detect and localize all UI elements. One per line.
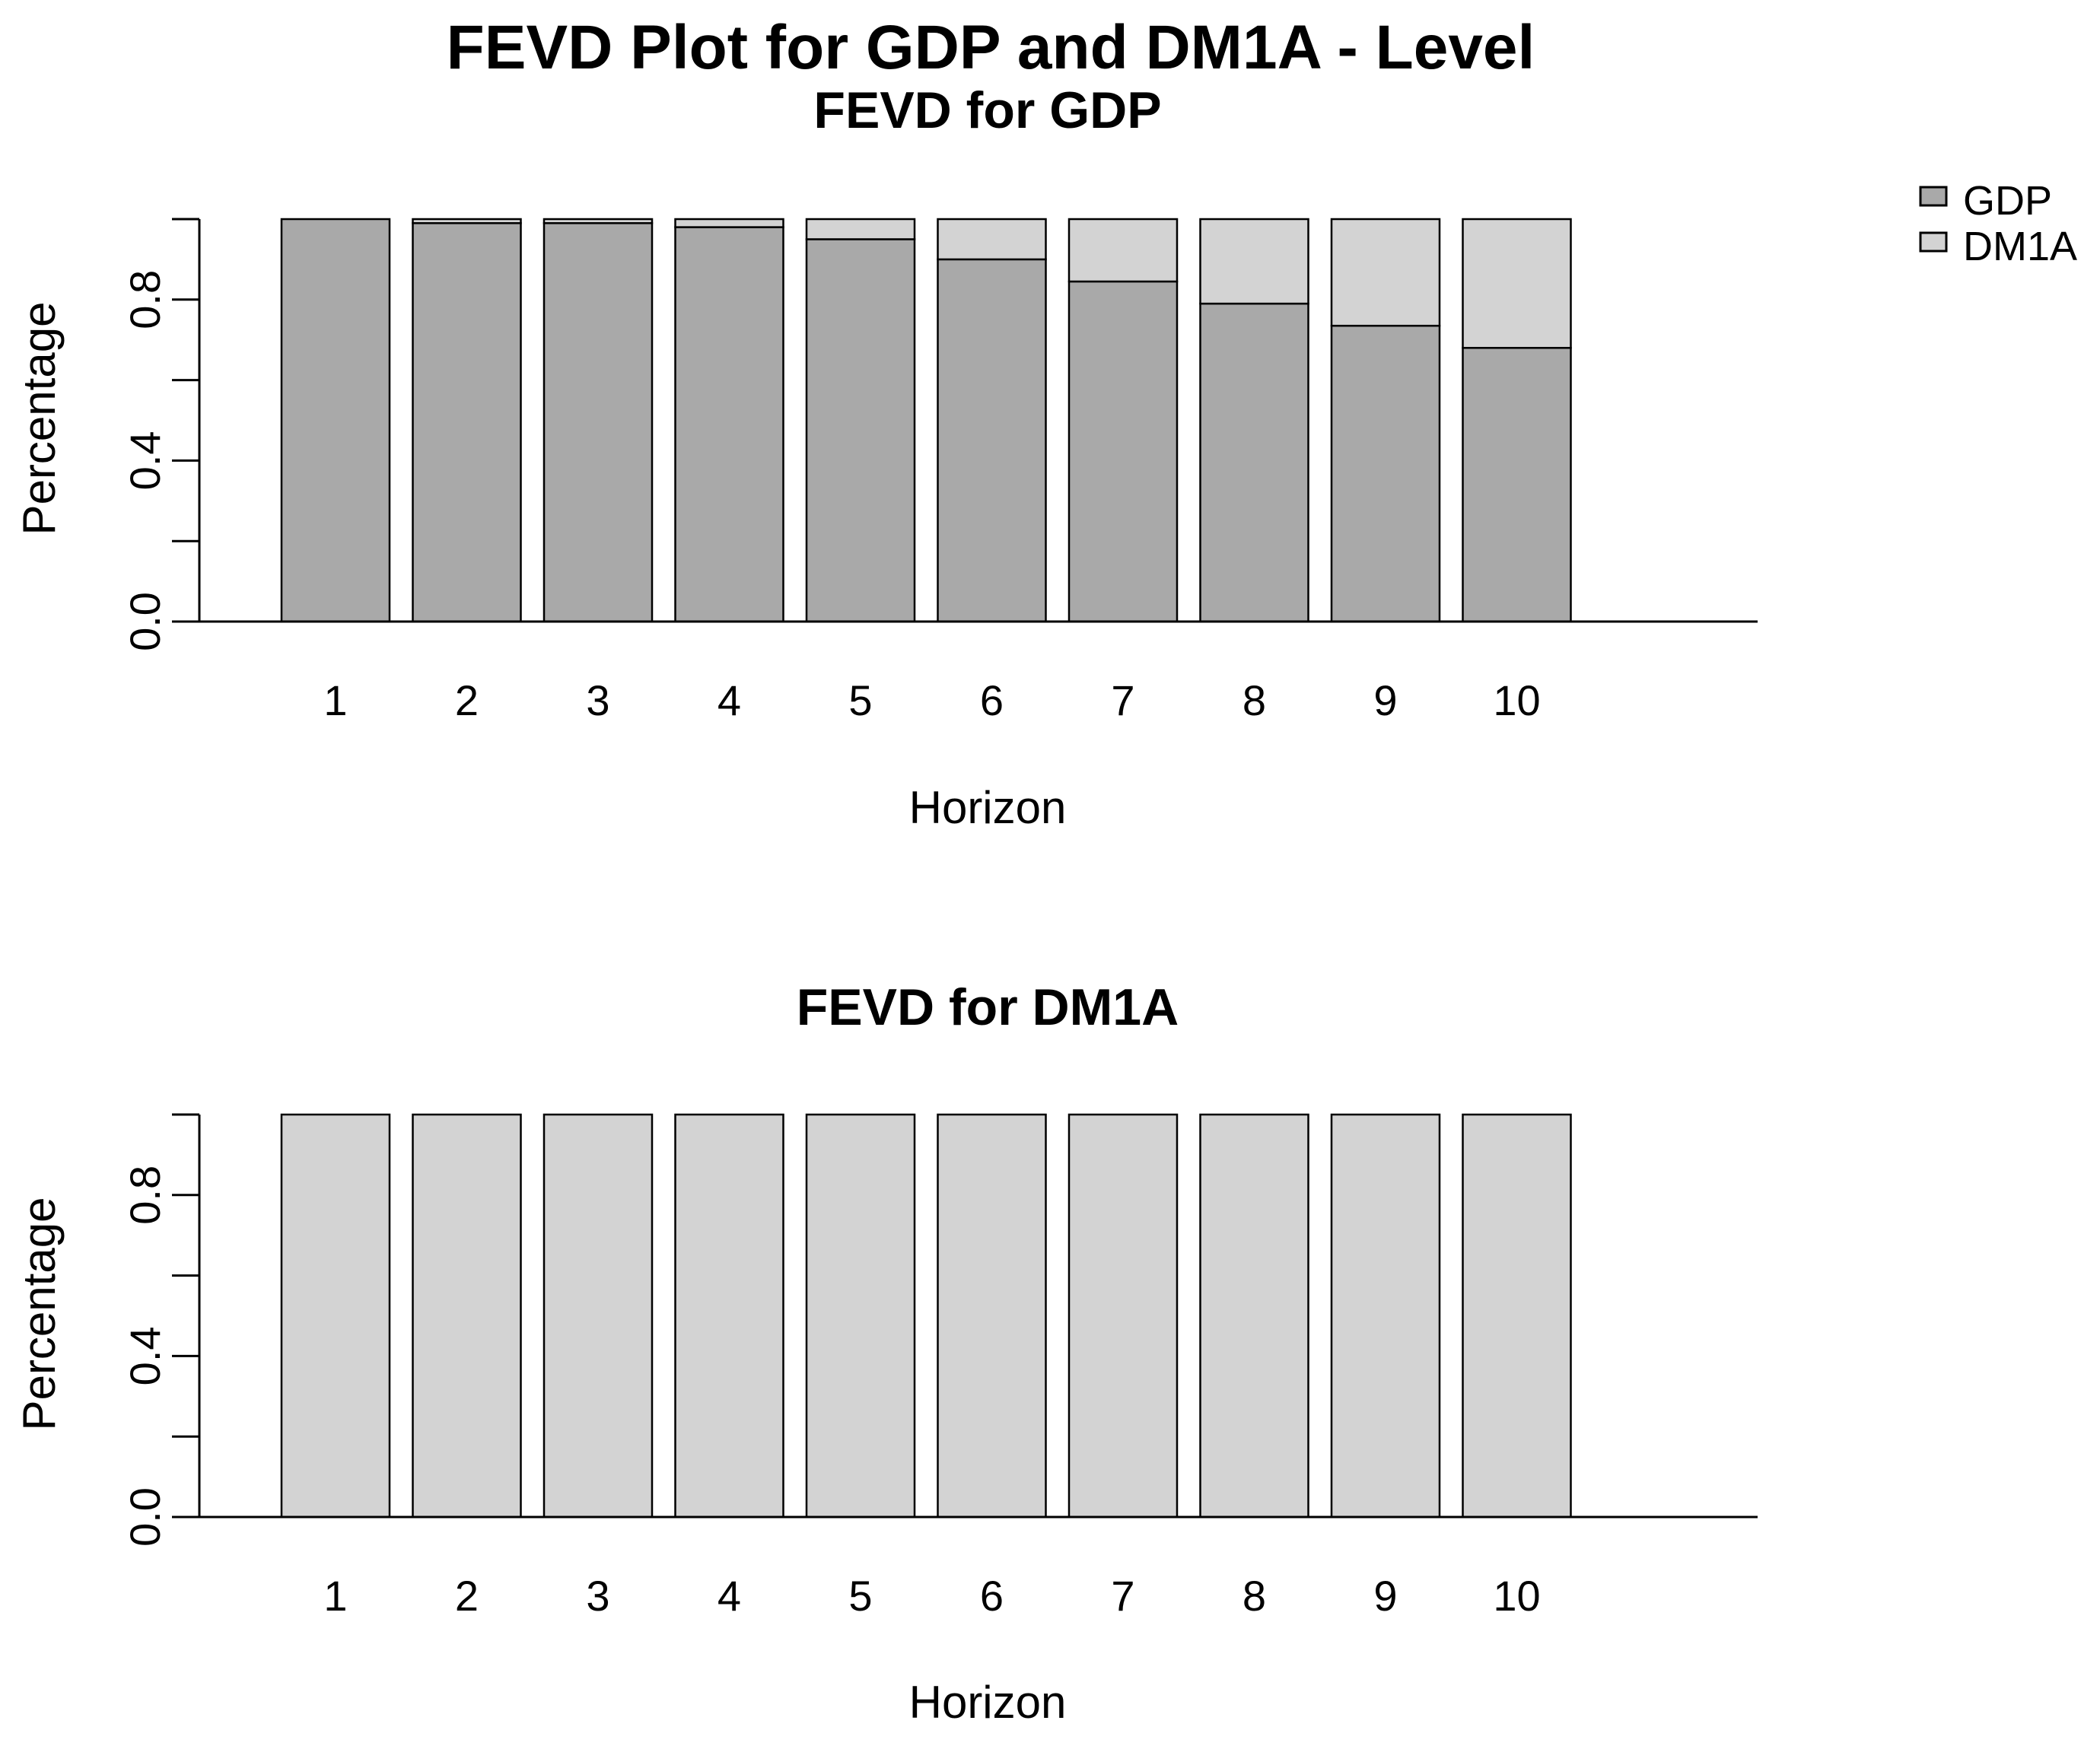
bar-fevd-for-gdp-gdp-h6 xyxy=(937,258,1047,623)
bar-fevd-for-gdp-gdp-h7 xyxy=(1068,280,1179,623)
x-tick-label-fevd-for-gdp-5: 5 xyxy=(848,676,872,724)
x-tick-label-fevd-for-gdp-4: 4 xyxy=(718,676,741,724)
bar-fevd-for-gdp-dm1a-h7 xyxy=(1068,218,1179,283)
x-tick-label-fevd-for-dm1a-5: 5 xyxy=(848,1572,872,1620)
y-tick-label-fevd-for-dm1a-0.8: 0.8 xyxy=(121,1166,169,1225)
x-tick-label-fevd-for-dm1a-8: 8 xyxy=(1242,1572,1266,1620)
bars-dm1a-panel: 1 2 3 4 5 6 7 8 9 10 xyxy=(280,1113,1572,1620)
y-tick-label-fevd-for-gdp-0.8: 0.8 xyxy=(121,270,169,329)
bar-fevd-for-dm1a-dm1a-h7 xyxy=(1068,1113,1179,1519)
x-tick-label-fevd-for-gdp-9: 9 xyxy=(1373,676,1397,724)
bar-fevd-for-gdp-dm1a-h8 xyxy=(1199,218,1309,305)
axes-dm1a-panel: 0.0 0.4 0.8 xyxy=(121,1113,1758,1547)
x-tick-label-fevd-for-dm1a-9: 9 xyxy=(1373,1572,1397,1620)
bar-fevd-for-gdp-gdp-h3 xyxy=(542,222,654,623)
bar-fevd-for-gdp-gdp-h1 xyxy=(280,218,391,623)
x-axis-label-gdp: Horizon xyxy=(909,782,1067,833)
x-tick-label-fevd-for-gdp-8: 8 xyxy=(1242,676,1266,724)
x-tick-label-fevd-for-gdp-3: 3 xyxy=(586,676,609,724)
bar-fevd-for-gdp-gdp-h2 xyxy=(412,222,522,623)
x-tick-label-fevd-for-dm1a-10: 10 xyxy=(1493,1572,1540,1620)
legend-swatch-dm1a xyxy=(1919,231,1948,253)
legend-label-gdp: GDP xyxy=(1963,178,2052,224)
panel-title-gdp: FEVD for GDP xyxy=(813,81,1161,139)
panel-title-dm1a: FEVD for DM1A xyxy=(797,978,1179,1036)
y-axis-label-gdp: Percentage xyxy=(14,302,65,536)
bar-fevd-for-gdp-gdp-h9 xyxy=(1330,324,1441,623)
bar-fevd-for-gdp-gdp-h4 xyxy=(674,226,784,623)
y-tick-label-fevd-for-gdp-0.0: 0.0 xyxy=(121,592,169,651)
x-tick-label-fevd-for-gdp-6: 6 xyxy=(980,676,1004,724)
bar-fevd-for-dm1a-dm1a-h2 xyxy=(412,1113,522,1519)
y-axis-label-dm1a: Percentage xyxy=(14,1197,65,1431)
bars-gdp-panel: 1 2 3 4 5 6 7 8 9 10 xyxy=(280,218,1572,724)
bar-fevd-for-gdp-dm1a-h4 xyxy=(674,218,784,228)
bar-fevd-for-gdp-dm1a-h10 xyxy=(1462,218,1572,349)
legend: GDP DM1A xyxy=(1919,178,2077,269)
x-tick-label-fevd-for-dm1a-6: 6 xyxy=(980,1572,1004,1620)
x-tick-label-fevd-for-dm1a-4: 4 xyxy=(718,1572,741,1620)
x-tick-label-fevd-for-gdp-1: 1 xyxy=(323,676,347,724)
x-tick-label-fevd-for-gdp-7: 7 xyxy=(1111,676,1134,724)
x-tick-label-fevd-for-gdp-2: 2 xyxy=(455,676,479,724)
bar-fevd-for-gdp-dm1a-h3 xyxy=(542,218,654,224)
bar-fevd-for-dm1a-dm1a-h1 xyxy=(280,1113,391,1519)
bar-fevd-for-dm1a-dm1a-h8 xyxy=(1199,1113,1309,1519)
main-title: FEVD Plot for GDP and DM1A - Level xyxy=(447,13,1535,82)
x-axis-label-dm1a: Horizon xyxy=(909,1677,1067,1728)
bar-fevd-for-gdp-dm1a-h6 xyxy=(937,218,1047,261)
bar-fevd-for-dm1a-dm1a-h10 xyxy=(1462,1113,1572,1519)
bar-fevd-for-gdp-dm1a-h9 xyxy=(1330,218,1441,327)
bar-fevd-for-gdp-dm1a-h2 xyxy=(412,218,522,224)
y-tick-label-fevd-for-dm1a-0.4: 0.4 xyxy=(121,1326,169,1385)
bar-fevd-for-dm1a-dm1a-h3 xyxy=(542,1113,654,1519)
bar-fevd-for-dm1a-dm1a-h9 xyxy=(1330,1113,1441,1519)
panel-fevd-gdp: FEVD for GDP 1 2 3 4 5 6 7 8 9 10 0.0 0.4 0.8 Horiz… xyxy=(14,81,1758,833)
legend-label-dm1a: DM1A xyxy=(1963,224,2077,269)
x-tick-label-fevd-for-dm1a-2: 2 xyxy=(455,1572,479,1620)
x-tick-label-fevd-for-dm1a-3: 3 xyxy=(586,1572,609,1620)
legend-swatch-gdp xyxy=(1919,186,1948,207)
y-tick-label-fevd-for-dm1a-0.0: 0.0 xyxy=(121,1487,169,1547)
axes-gdp-panel: 0.0 0.4 0.8 xyxy=(121,218,1758,651)
panel-fevd-dm1a: FEVD for DM1A 1 2 3 4 5 6 7 8 9 10 0.0 0.4 0.8 Hori… xyxy=(14,978,1758,1728)
bar-fevd-for-gdp-gdp-h10 xyxy=(1462,347,1572,623)
x-tick-label-fevd-for-dm1a-1: 1 xyxy=(323,1572,347,1620)
x-tick-label-fevd-for-dm1a-7: 7 xyxy=(1111,1572,1134,1620)
x-tick-label-fevd-for-gdp-10: 10 xyxy=(1493,676,1540,724)
bar-fevd-for-dm1a-dm1a-h4 xyxy=(674,1113,784,1519)
bar-fevd-for-gdp-gdp-h8 xyxy=(1199,302,1309,623)
bar-fevd-for-dm1a-dm1a-h5 xyxy=(805,1113,916,1519)
bar-fevd-for-dm1a-dm1a-h6 xyxy=(937,1113,1047,1519)
bar-fevd-for-gdp-gdp-h5 xyxy=(805,238,916,623)
bar-fevd-for-gdp-dm1a-h5 xyxy=(805,218,916,240)
y-tick-label-fevd-for-gdp-0.4: 0.4 xyxy=(121,431,169,490)
